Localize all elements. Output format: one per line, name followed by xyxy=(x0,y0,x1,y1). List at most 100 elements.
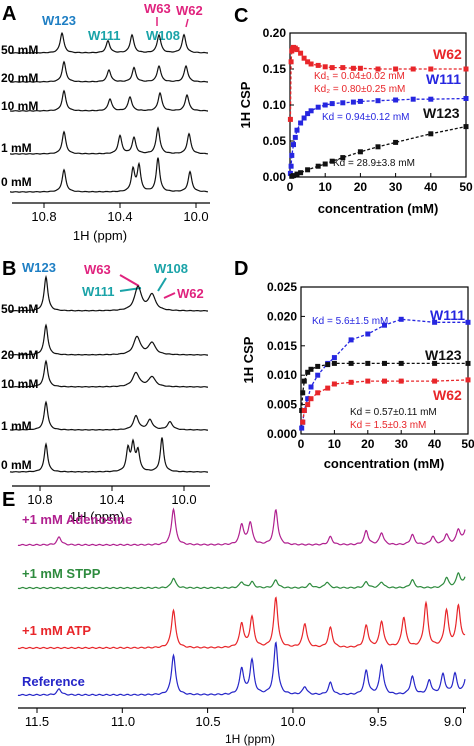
data-point-w111 xyxy=(340,100,346,106)
data-point-w111 xyxy=(315,372,321,378)
data-point-w111 xyxy=(294,127,300,133)
y-tick-label: 0.010 xyxy=(267,368,297,382)
tick-label-e-9.5: 9.5 xyxy=(369,714,387,729)
spectrum-e-3 xyxy=(17,641,466,697)
x-tick-label: 30 xyxy=(389,180,403,194)
data-point-w62 xyxy=(301,408,307,413)
data-point-w123 xyxy=(315,163,321,169)
data-point-w111 xyxy=(357,98,363,104)
data-point-w123 xyxy=(465,360,471,366)
data-point-w62 xyxy=(340,65,346,71)
tick-label-e-11.0: 11.0 xyxy=(111,714,135,729)
data-point-w62 xyxy=(365,378,371,384)
x-tick-label: 20 xyxy=(354,180,368,194)
data-point-w62 xyxy=(357,65,363,71)
data-point-w111 xyxy=(305,111,311,117)
y-tick-label: 0.10 xyxy=(263,98,287,112)
data-point-w111 xyxy=(382,322,387,328)
spectrum-b-2 xyxy=(9,359,208,388)
data-point-w62 xyxy=(305,59,311,65)
spectrum-a-3 xyxy=(10,126,208,155)
data-point-w111 xyxy=(375,98,381,104)
data-point-w111 xyxy=(463,96,469,101)
data-point-w62 xyxy=(382,378,387,384)
series-label-w62-d: W62 xyxy=(433,387,462,403)
data-point-w123 xyxy=(305,369,311,375)
y-axis-label-c: 1H CSP xyxy=(238,81,253,128)
data-point-w111 xyxy=(329,101,335,107)
series-label-w62-c: W62 xyxy=(433,46,462,62)
trace-label-adenosine: +1 mM Adenosine xyxy=(22,512,132,527)
panel-b-letter: B xyxy=(2,258,16,280)
data-point-w123 xyxy=(398,360,404,366)
data-point-w111 xyxy=(398,316,404,322)
panel-e-letter: E xyxy=(2,489,15,511)
data-point-w123 xyxy=(325,362,331,368)
data-point-w111 xyxy=(289,152,295,158)
peak-label-w63: W63 xyxy=(144,1,171,16)
spectrum-e-2 xyxy=(17,596,466,650)
data-point-w123 xyxy=(294,171,300,177)
data-point-w62 xyxy=(298,50,304,56)
spectra-e xyxy=(17,507,466,697)
kd-w123-annotation-d: Kd = 0.57±0.11 mM xyxy=(350,407,437,418)
kd-w62-annotation-d: Kd = 1.5±0.3 mM xyxy=(350,420,426,431)
tick-label-b-10.8: 10.8 xyxy=(27,492,52,507)
data-point-w62 xyxy=(375,66,381,72)
panel-c-letter: C xyxy=(234,5,248,27)
data-point-w62 xyxy=(294,47,300,53)
trace-label-50mm: 50 mM xyxy=(1,43,38,57)
data-point-w111 xyxy=(365,331,371,337)
spectrum-e-0 xyxy=(17,507,466,547)
tick-label-e-10.0: 10.0 xyxy=(280,714,305,729)
data-point-w111 xyxy=(287,170,293,176)
y-tick-label: 0.020 xyxy=(267,309,297,323)
spectrum-e-1 xyxy=(17,572,466,590)
data-point-w123 xyxy=(291,173,296,179)
data-point-w111 xyxy=(428,96,434,102)
y-tick-label: 0.00 xyxy=(263,170,287,184)
data-point-w111 xyxy=(393,97,399,103)
tick-label-a-10.8: 10.8 xyxy=(31,209,56,224)
x-axis-label-e: 1H (ppm) xyxy=(225,732,275,746)
trace-label-1mm: 1 mM xyxy=(1,141,32,155)
data-point-w111 xyxy=(299,425,305,431)
data-point-w123 xyxy=(305,167,311,173)
spectrum-b-4 xyxy=(9,437,208,473)
y-axis-label-d: 1H CSP xyxy=(241,336,256,383)
data-point-w62 xyxy=(308,61,314,67)
data-point-w111 xyxy=(331,355,337,361)
kd1-annotation-c: Kd₁ = 0.04±0.02 mM xyxy=(314,71,405,82)
tick-label-e-11.5: 11.5 xyxy=(25,714,49,729)
data-point-w123 xyxy=(331,360,337,366)
data-point-w62 xyxy=(329,65,335,71)
data-point-w123 xyxy=(357,149,363,155)
data-point-w111 xyxy=(350,99,356,105)
x-axis-label-b: 1H (ppm) xyxy=(70,509,124,524)
data-point-w62 xyxy=(331,381,337,387)
ticks-e xyxy=(36,708,464,713)
x-tick-label: 10 xyxy=(328,437,342,451)
kd2-annotation-c: Kd₂ = 0.80±0.25 mM xyxy=(314,84,405,95)
y-tick-label: 0.005 xyxy=(267,398,297,412)
data-point-w111 xyxy=(465,319,471,325)
data-point-w111 xyxy=(308,108,314,114)
kd-w111-annotation-d: Kd = 5.6±1.5 mM xyxy=(312,316,388,327)
spectra-b xyxy=(9,274,208,473)
data-point-w62 xyxy=(410,66,416,72)
spectrum-a-4 xyxy=(10,157,208,193)
series-label-w111-c: W111 xyxy=(426,71,461,87)
data-point-w123 xyxy=(393,139,399,145)
data-point-w62 xyxy=(398,378,404,384)
data-point-w111 xyxy=(348,337,354,343)
y-tick-label: 0.025 xyxy=(267,280,297,294)
x-tick-label: 20 xyxy=(361,437,375,451)
data-point-w62 xyxy=(463,66,469,72)
data-point-w123 xyxy=(340,155,346,161)
peak-label-w111: W111 xyxy=(88,28,121,43)
data-point-w62 xyxy=(315,390,321,396)
trace-label-0mm-b: 0 mM xyxy=(1,458,32,472)
tick-label-a-10.0: 10.0 xyxy=(183,209,208,224)
y-tick-label: 0.015 xyxy=(267,339,297,353)
panel-a-letter: A xyxy=(2,3,16,25)
